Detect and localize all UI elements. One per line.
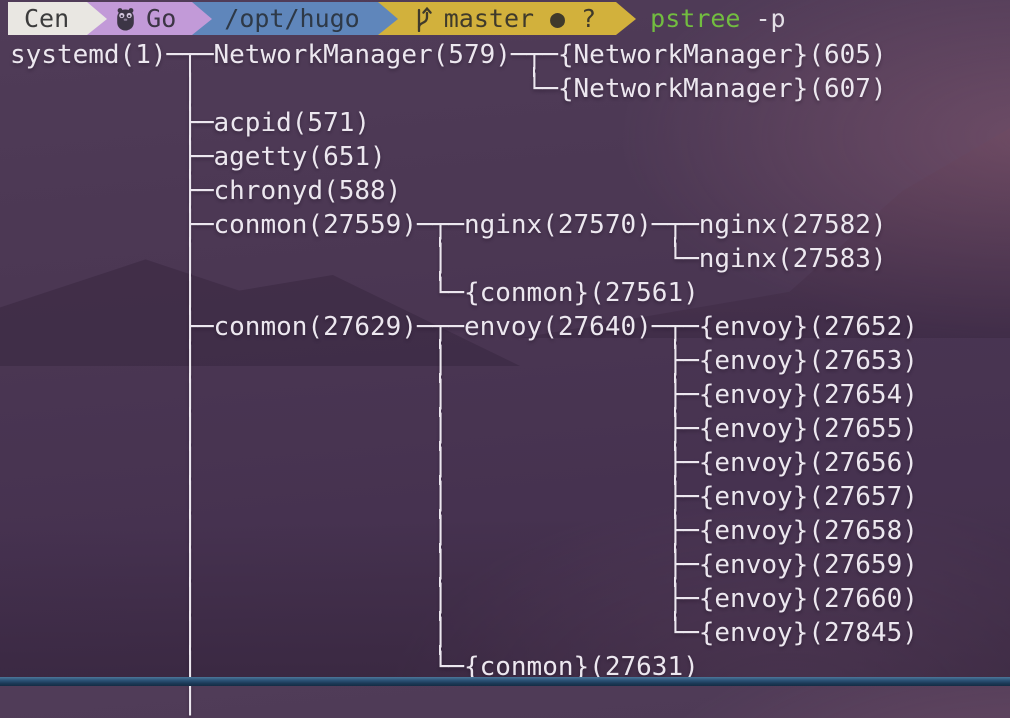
tree-vertical-line xyxy=(674,407,677,417)
git-branch-icon xyxy=(412,5,434,32)
tree-vertical-line xyxy=(674,373,677,383)
tree-vertical-line xyxy=(674,611,677,621)
tree-vertical-line xyxy=(439,441,442,451)
prompt-segment-git: master ● ? xyxy=(377,2,637,35)
window-bottom-edge xyxy=(0,677,1010,686)
tree-vertical-line xyxy=(189,203,191,213)
tree-vertical-line xyxy=(439,339,442,349)
tree-vertical-line xyxy=(189,509,191,519)
tree-vertical-line xyxy=(189,339,191,349)
tree-vertical-line xyxy=(189,67,191,77)
prompt-segment-path: /opt/hugo xyxy=(192,2,399,35)
tree-vertical-line xyxy=(674,475,677,485)
tree-vertical-line xyxy=(189,135,191,145)
tree-vertical-line xyxy=(189,543,191,553)
tree-vertical-line xyxy=(189,305,191,315)
command-line: pstree -p xyxy=(650,2,785,35)
language-label: Go xyxy=(146,4,177,33)
os-label: Cen xyxy=(24,4,70,33)
tree-vertical-line xyxy=(439,509,442,519)
tree-vertical-line xyxy=(674,441,677,451)
tree-vertical-line xyxy=(189,441,191,451)
tree-vertical-line xyxy=(189,169,191,179)
command-args-text: -p xyxy=(755,4,786,33)
tree-vertical-line xyxy=(674,509,677,519)
tree-vertical-line xyxy=(189,475,191,485)
tree-vertical-line xyxy=(189,373,191,383)
pstree-output: systemd(1)─┬─NetworkManager(579)─┬─{Netw… xyxy=(10,40,918,716)
tree-vertical-line xyxy=(189,101,191,111)
cwd-label: /opt/hugo xyxy=(224,4,360,33)
tree-vertical-line xyxy=(533,67,536,77)
tree-vertical-line xyxy=(439,577,442,587)
git-untracked-indicator: ? xyxy=(581,4,597,33)
go-gopher-icon xyxy=(115,6,136,31)
tree-vertical-line xyxy=(189,407,191,417)
tree-vertical-line xyxy=(439,407,442,417)
tree-vertical-line xyxy=(189,577,191,587)
git-dirty-dot-icon: ● xyxy=(550,4,566,33)
command-text: pstree xyxy=(650,4,741,33)
tree-vertical-line xyxy=(189,645,191,655)
tree-vertical-line xyxy=(189,611,191,621)
tree-vertical-line xyxy=(189,271,191,281)
git-branch-label: master xyxy=(443,4,535,33)
tree-vertical-line xyxy=(674,543,677,553)
tree-vertical-line xyxy=(439,543,442,553)
tree-vertical-line xyxy=(439,645,442,655)
tree-vertical-line xyxy=(674,577,677,587)
prompt-segment-os: Cen xyxy=(8,2,108,35)
tree-vertical-line xyxy=(439,611,442,621)
prompt-bar: Cen Go /opt/hugo xyxy=(8,2,786,35)
tree-vertical-line xyxy=(439,271,442,281)
tree-vertical-line xyxy=(439,373,442,383)
tree-vertical-line xyxy=(674,237,677,247)
tree-vertical-line xyxy=(674,339,677,349)
tree-vertical-line xyxy=(189,237,191,247)
tree-vertical-line xyxy=(439,475,442,485)
tree-vertical-line xyxy=(439,237,442,247)
